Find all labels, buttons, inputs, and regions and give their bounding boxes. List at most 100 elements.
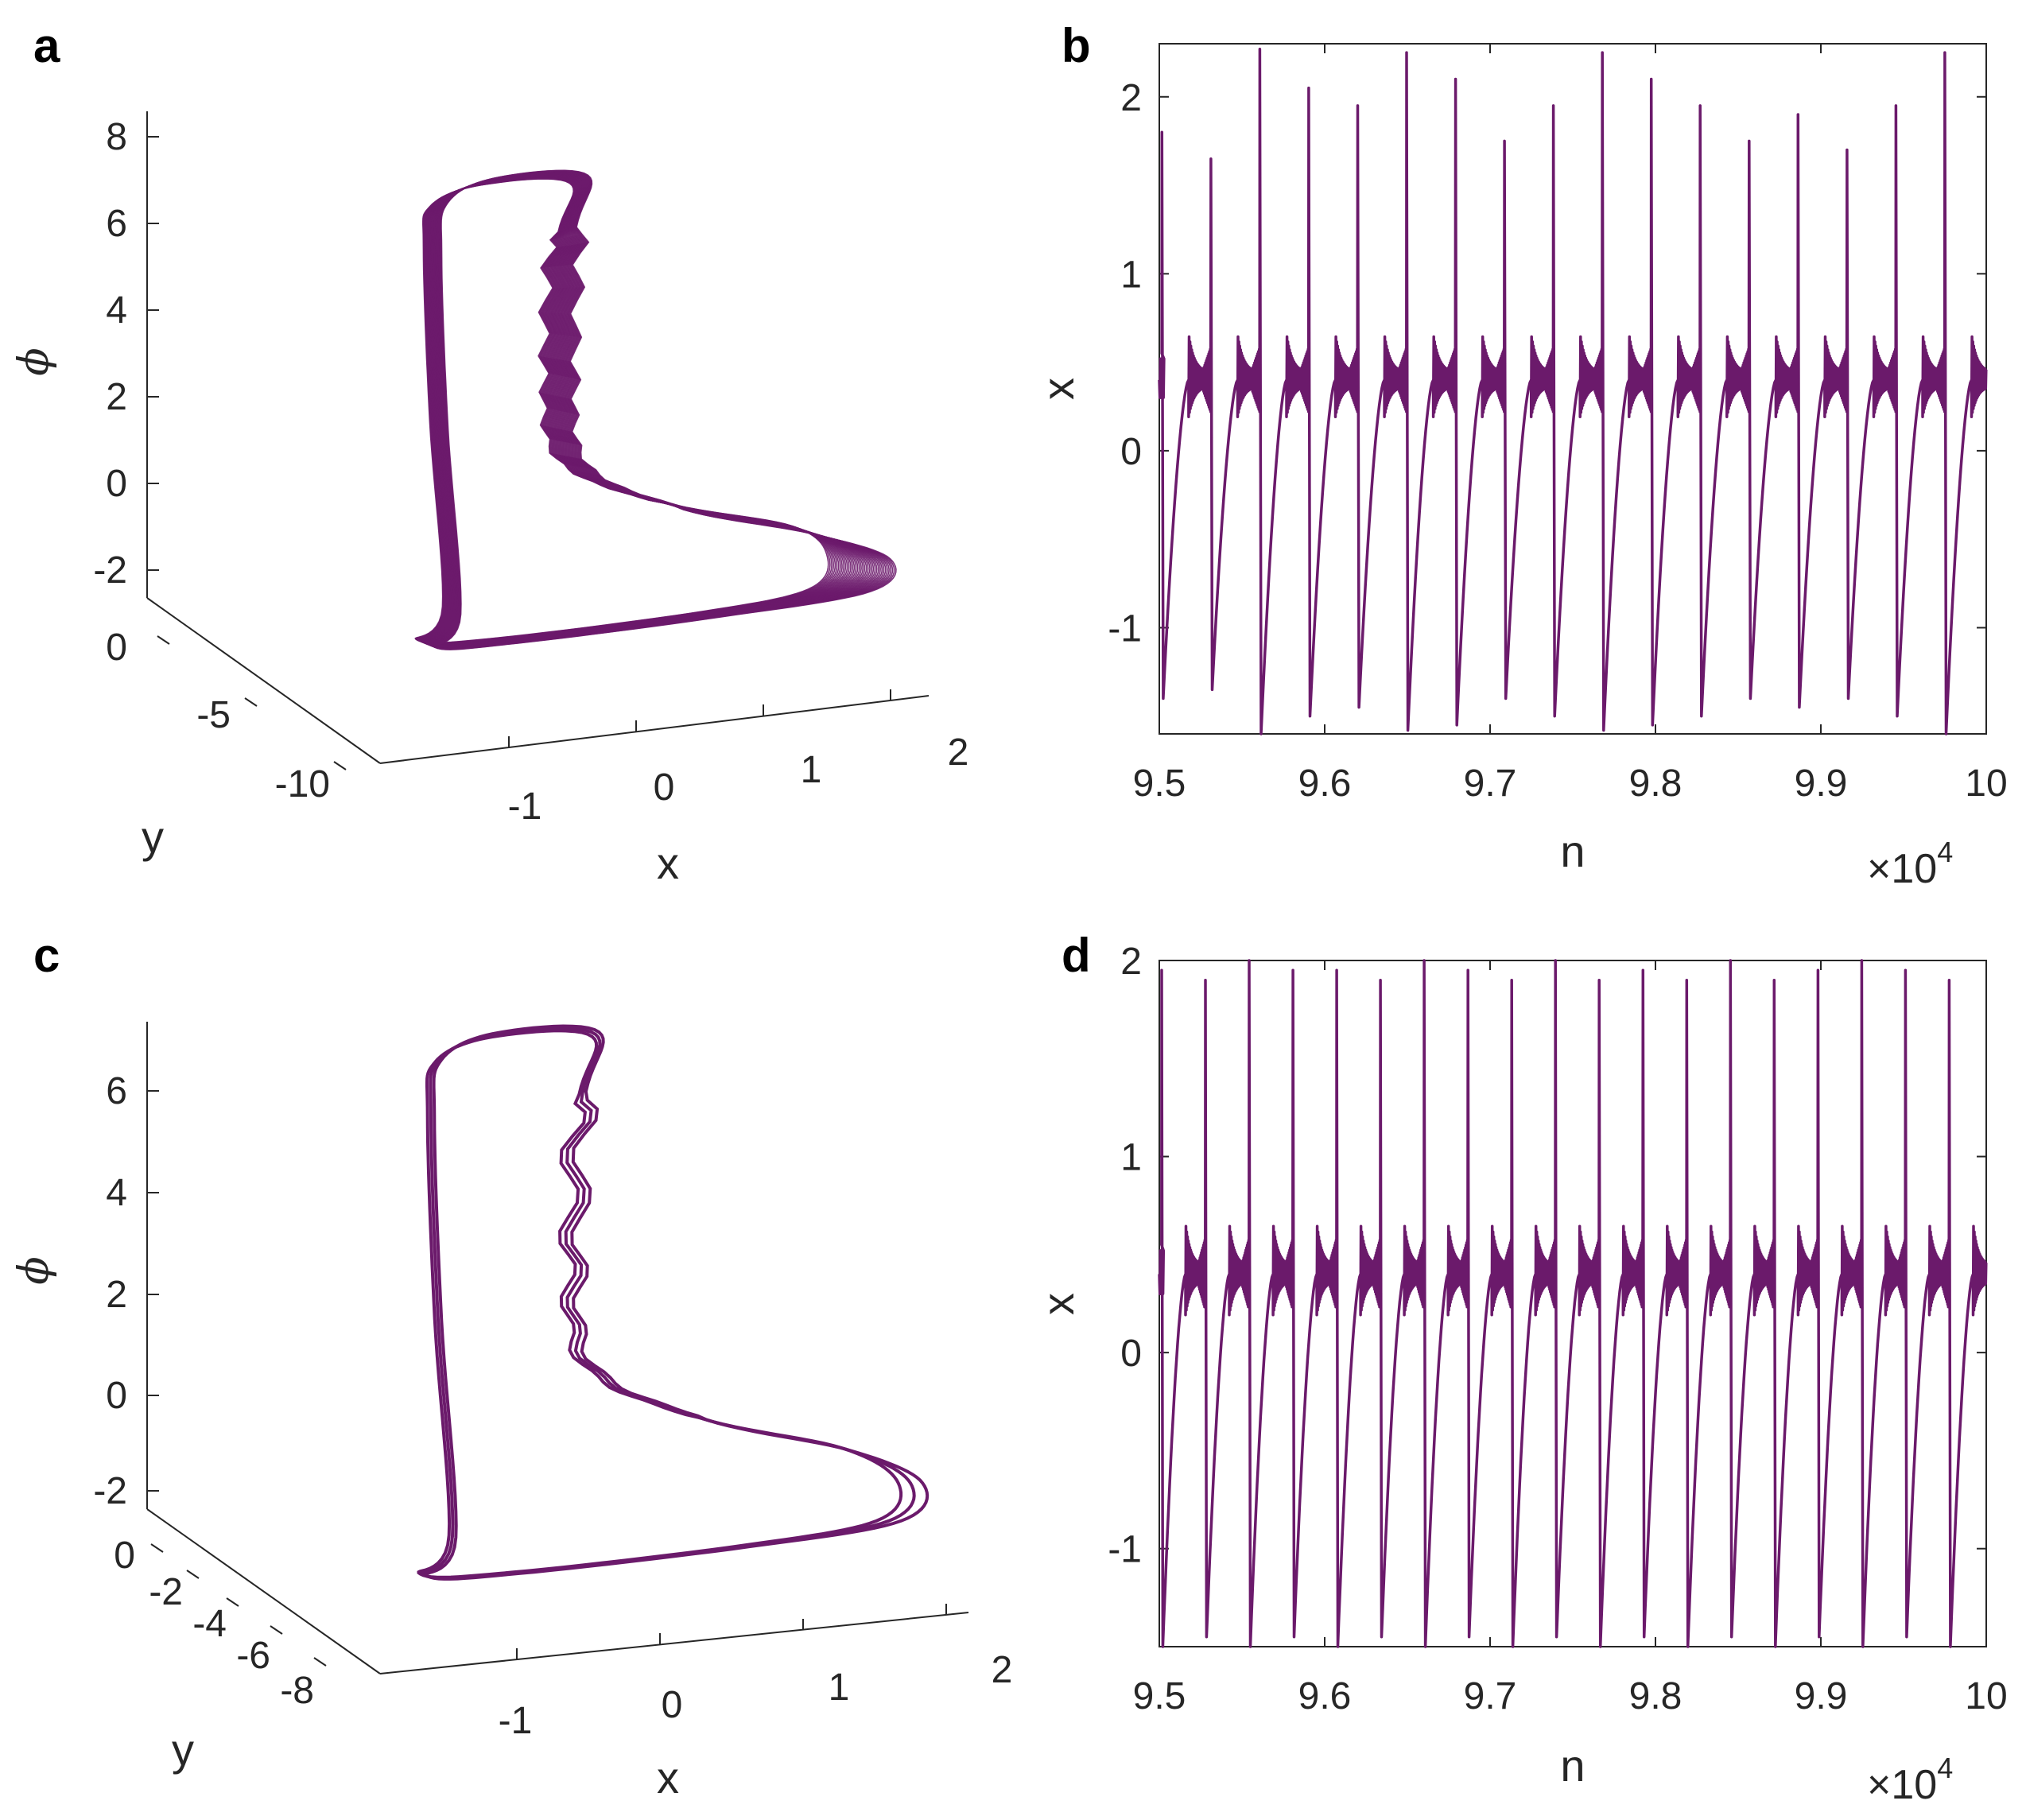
y-tick-label: 2 [1120, 77, 1142, 119]
attractor-loop [433, 169, 897, 650]
attractor-loop [424, 1024, 930, 1581]
y-tick-label: -1 [1108, 607, 1142, 650]
tick-label: 8 [106, 116, 127, 158]
plot-frame-d [1159, 960, 1987, 1647]
panel-label-c: c [33, 929, 60, 982]
x-axis-c [379, 1612, 969, 1674]
z-axis-label-a: ϕ [10, 347, 58, 375]
series-line [1158, 47, 1988, 735]
x-tick-label: 9.5 [1133, 763, 1186, 805]
attractor-loop [417, 1029, 903, 1579]
tick-label: -5 [196, 694, 231, 736]
attractor-loop [417, 177, 840, 645]
attractor-loop [419, 176, 847, 646]
attractor-loop [422, 174, 857, 646]
attractor-loop [422, 174, 859, 646]
attractor-loop [427, 173, 875, 649]
time-series-trace-d [1158, 959, 1988, 1648]
y-tick-label: 1 [1120, 254, 1142, 296]
tick-label: 0 [106, 1375, 127, 1417]
y-tick-label: 0 [1120, 1333, 1142, 1375]
attractor-loop [417, 177, 838, 645]
tick-label: 2 [948, 731, 969, 774]
tick-label: 0 [662, 1684, 683, 1726]
tick-label: -6 [236, 1635, 270, 1677]
x-tick-label: 9.8 [1629, 763, 1683, 805]
tick-label: 4 [106, 1172, 127, 1214]
attractor-loop [429, 171, 883, 650]
attractor-loop [427, 172, 876, 649]
attractor-loop [425, 173, 871, 648]
tick-label: 4 [106, 289, 127, 332]
tick-label: -10 [275, 763, 330, 805]
time-series-trace-b [1158, 47, 1988, 735]
attractor-loop [421, 175, 856, 646]
y-axis-label-a: y [142, 812, 164, 862]
tick-label: -2 [93, 1470, 127, 1512]
y-axis-a [146, 597, 381, 764]
y-axis-label-d: x [1033, 1293, 1083, 1315]
panel-a: a 8 6 4 2 0 -2 0 -5 -10 -1 0 [10, 19, 968, 888]
z-ticks-c: 6 4 2 0 -2 [93, 1070, 159, 1512]
attractor-loop [429, 171, 885, 650]
x-tick-label: 9.8 [1629, 1675, 1683, 1717]
attractor-trace-c [417, 1024, 930, 1581]
attractor-loop [429, 171, 881, 649]
x-axis-label-a: x [657, 838, 679, 888]
x-tick-label: 9.7 [1464, 763, 1517, 805]
y-tick-label: 1 [1120, 1137, 1142, 1179]
x-multiplier-d: ×104 [1867, 1752, 1953, 1808]
attractor-trace-a [414, 169, 897, 650]
attractor-loop [431, 170, 892, 650]
tick-label: -1 [499, 1700, 533, 1742]
attractor-loop [423, 173, 862, 647]
attractor-loop [426, 173, 873, 648]
y-axis-c [146, 1508, 381, 1674]
tick-label: -4 [192, 1603, 227, 1645]
tick-label: 6 [106, 1070, 127, 1112]
tick-label: -2 [93, 549, 127, 592]
x-axis-label-b: n [1560, 826, 1585, 876]
tick-label: 2 [106, 376, 127, 418]
attractor-loop [421, 175, 853, 646]
x-axis-a [379, 695, 930, 764]
y-axis-label-b: x [1033, 378, 1083, 400]
tick-label: 2 [992, 1649, 1013, 1691]
attractor-loop [430, 170, 888, 650]
panel-c: c 6 4 2 0 -2 0 -2 -4 -6 -8 -1 0 [10, 929, 1012, 1803]
x-tick-label: 9.9 [1795, 763, 1848, 805]
x-tick-label: 9.6 [1298, 1675, 1352, 1717]
attractor-loop [431, 170, 890, 650]
attractor-loop [420, 176, 848, 646]
attractor-loop [420, 1026, 916, 1580]
x-tick-label: 9.6 [1298, 763, 1352, 805]
panel-label-b: b [1062, 19, 1091, 72]
attractor-loop [418, 176, 843, 645]
attractor-loop [428, 172, 879, 649]
attractor-loop [419, 176, 845, 646]
series-line [1158, 959, 1988, 1648]
x-tick-label: 10 [1965, 763, 2007, 805]
attractor-loop [428, 172, 878, 649]
attractor-loop [430, 171, 887, 650]
y-axis-label-c: y [172, 1725, 194, 1775]
x-tick-label: 9.5 [1133, 1675, 1186, 1717]
x-ticks-a: -1 0 1 2 [508, 689, 969, 828]
attractor-loop [421, 175, 852, 646]
attractor-loop [425, 173, 869, 648]
tick-label: 0 [114, 1535, 135, 1577]
tick-label: -8 [280, 1670, 314, 1712]
tick-label: 1 [829, 1667, 850, 1709]
x-axis-label-c: x [657, 1752, 679, 1803]
x-tick-label: 10 [1965, 1675, 2007, 1717]
attractor-loop [425, 173, 867, 648]
x-multiplier-b: ×104 [1867, 836, 1953, 892]
attractor-loop [425, 173, 866, 647]
attractor-loop [417, 177, 836, 644]
tick-label: -1 [508, 786, 542, 828]
